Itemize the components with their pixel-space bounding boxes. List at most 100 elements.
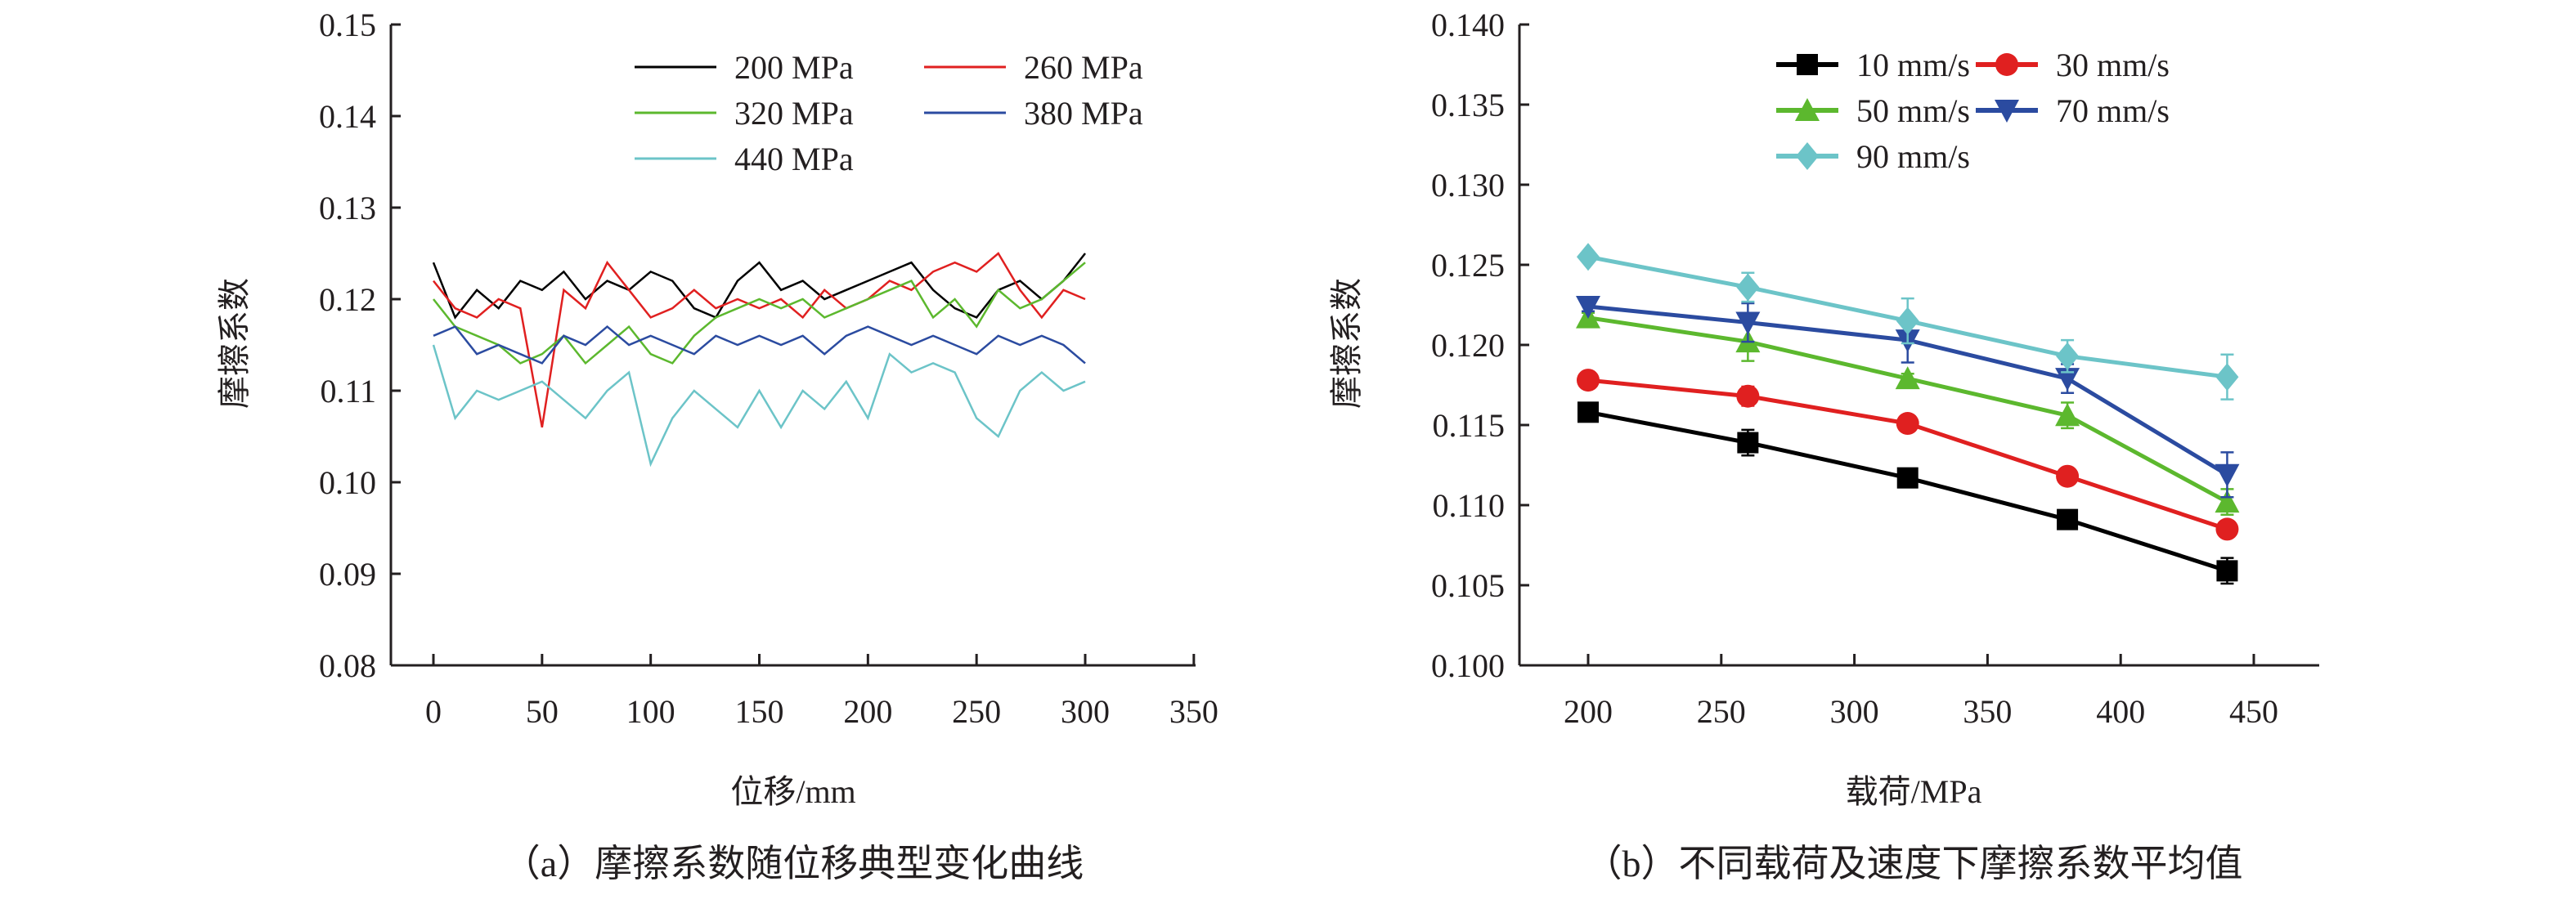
- legend-label: 380 MPa: [1024, 95, 1143, 132]
- legend-entry: 260 MPa: [924, 49, 1143, 86]
- y-tick-label: 0.115: [1432, 407, 1505, 444]
- series-30-mm-s: [1577, 369, 2239, 541]
- y-tick-label: 0.09: [319, 556, 376, 593]
- series-50-mm-s: [1576, 305, 2240, 517]
- legend-marker: [1995, 100, 2019, 123]
- series-line: [1587, 409, 2228, 573]
- chart-b-caption: （b）不同载荷及速度下摩擦系数平均值: [1585, 843, 2243, 884]
- legend-label: 50 mm/s: [1856, 92, 1970, 129]
- x-tick-label: 100: [626, 693, 675, 730]
- data-point: [1735, 311, 1761, 335]
- chart-b-xlabel: 载荷/MPa: [1846, 773, 1982, 810]
- legend-entry: 50 mm/s: [1776, 92, 1970, 129]
- x-tick-label: 150: [735, 693, 784, 730]
- data-point: [1576, 295, 1600, 319]
- y-tick-label: 0.125: [1431, 247, 1505, 284]
- data-point: [1896, 467, 1919, 489]
- series-line: [1587, 378, 2228, 531]
- data-point: [1896, 412, 1919, 436]
- data-point: [2215, 490, 2240, 513]
- series-440-MPa: [432, 344, 1086, 468]
- data-point: [2215, 463, 2240, 487]
- y-tick-label: 0.130: [1431, 167, 1505, 204]
- y-tick-label: 0.110: [1432, 487, 1505, 524]
- y-tick-label: 0.14: [319, 98, 376, 135]
- legend-entry: 70 mm/s: [1976, 92, 2170, 129]
- data-point: [2215, 363, 2239, 392]
- legend-marker: [1797, 54, 1818, 75]
- x-tick-label: 250: [1697, 693, 1746, 730]
- y-tick-label: 0.13: [319, 190, 376, 226]
- y-tick-label: 0.140: [1431, 7, 1505, 43]
- data-point: [1895, 366, 1920, 390]
- data-point: [1577, 401, 1599, 423]
- data-point: [1737, 432, 1759, 454]
- legend-marker: [1796, 142, 1819, 170]
- series-line: [433, 252, 1086, 428]
- data-point: [2057, 508, 2079, 530]
- x-tick-label: 0: [425, 693, 442, 730]
- series-260-MPa: [433, 252, 1086, 428]
- legend-label: 30 mm/s: [2056, 47, 2170, 83]
- series-380-MPa: [433, 324, 1086, 365]
- series-line: [433, 262, 1086, 365]
- data-point: [1577, 369, 1600, 392]
- data-point: [2055, 403, 2080, 427]
- legend-entry: 440 MPa: [635, 141, 854, 177]
- data-point: [1896, 307, 1919, 335]
- data-point: [1736, 384, 1760, 408]
- x-tick-label: 250: [952, 693, 1001, 730]
- data-point: [2055, 368, 2080, 392]
- y-tick-label: 0.10: [319, 464, 376, 501]
- legend-marker: [1995, 53, 2018, 76]
- chart-a-xlabel: 位移/mm: [730, 773, 855, 810]
- y-tick-label: 0.120: [1431, 327, 1505, 364]
- chart-a-ylabel: 摩擦系数: [216, 278, 253, 409]
- legend-entry: 380 MPa: [924, 95, 1143, 132]
- series-320-MPa: [433, 262, 1086, 365]
- legend-entry: 30 mm/s: [1976, 47, 2170, 83]
- series-line: [432, 253, 1086, 320]
- legend-label: 90 mm/s: [1856, 138, 1970, 175]
- legend-label: 320 MPa: [734, 95, 854, 132]
- data-point: [2056, 342, 2080, 370]
- series-line: [432, 344, 1086, 468]
- chart-a-friction-vs-displacement: 位移/mm 摩擦系数 （a）摩擦系数随位移典型变化曲线 0.08 0.09 0.10…: [216, 7, 1218, 884]
- data-point: [2216, 560, 2238, 582]
- legend-label: 260 MPa: [1024, 49, 1143, 86]
- x-tick-label: 50: [526, 693, 559, 730]
- y-tick-label: 0.12: [319, 281, 376, 318]
- x-tick-label: 300: [1061, 693, 1110, 730]
- x-tick-label: 450: [2229, 693, 2278, 730]
- legend-label: 440 MPa: [734, 141, 854, 177]
- y-tick-label: 0.135: [1431, 87, 1505, 123]
- x-tick-label: 350: [1963, 693, 2012, 730]
- x-tick-label: 350: [1169, 693, 1218, 730]
- series-90-mm-s: [1577, 243, 2239, 401]
- y-tick-label: 0.11: [320, 373, 376, 409]
- data-point: [2056, 464, 2080, 488]
- y-tick-label: 0.105: [1431, 567, 1505, 604]
- legend-entry: 10 mm/s: [1776, 47, 1970, 83]
- data-point: [1736, 273, 1760, 302]
- series-200-MPa: [432, 253, 1086, 320]
- x-tick-label: 200: [1564, 693, 1613, 730]
- x-tick-label: 300: [1830, 693, 1879, 730]
- legend-label: 200 MPa: [734, 49, 854, 86]
- chart-b-average-friction-vs-load: 载荷/MPa 摩擦系数 （b）不同载荷及速度下摩擦系数平均值 0.100 0.10…: [1328, 7, 2319, 884]
- legend-marker: [1795, 98, 1820, 121]
- data-point: [1577, 243, 1600, 271]
- data-point: [2215, 517, 2239, 541]
- y-tick-label: 0.15: [319, 7, 376, 43]
- series-10-mm-s: [1577, 401, 2238, 585]
- legend-entry: 90 mm/s: [1776, 138, 1970, 175]
- legend-entry: 320 MPa: [635, 95, 854, 132]
- legend-label: 70 mm/s: [2056, 92, 2170, 129]
- series-line: [433, 324, 1086, 365]
- y-tick-label: 0.08: [319, 647, 376, 684]
- y-tick-label: 0.100: [1431, 647, 1505, 684]
- legend-entry: 200 MPa: [635, 49, 854, 86]
- x-tick-label: 400: [2096, 693, 2145, 730]
- chart-b-ylabel: 摩擦系数: [1328, 278, 1365, 409]
